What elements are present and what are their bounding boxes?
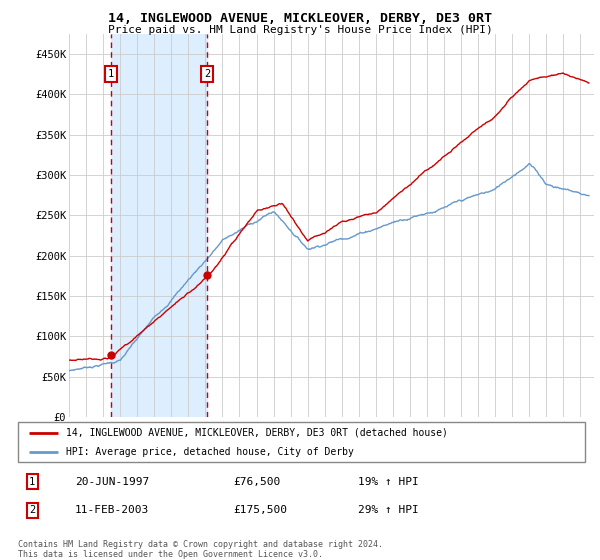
Bar [111,34,208,417]
Text: 2: 2 [29,505,35,515]
Text: Price paid vs. HM Land Registry's House Price Index (HPI): Price paid vs. HM Land Registry's House … [107,25,493,35]
Text: 14, INGLEWOOD AVENUE, MICKLEOVER, DERBY, DE3 0RT (detached house): 14, INGLEWOOD AVENUE, MICKLEOVER, DERBY,… [66,428,448,438]
Text: Contains HM Land Registry data © Crown copyright and database right 2024.
This d: Contains HM Land Registry data © Crown c… [18,540,383,559]
Text: £76,500: £76,500 [233,477,281,487]
Text: 29% ↑ HPI: 29% ↑ HPI [358,505,419,515]
Text: 14, INGLEWOOD AVENUE, MICKLEOVER, DERBY, DE3 0RT: 14, INGLEWOOD AVENUE, MICKLEOVER, DERBY,… [108,12,492,25]
Text: £175,500: £175,500 [233,505,287,515]
Text: 2: 2 [204,69,211,79]
FancyBboxPatch shape [18,422,585,462]
Text: HPI: Average price, detached house, City of Derby: HPI: Average price, detached house, City… [66,447,354,457]
Text: 1: 1 [29,477,35,487]
Text: 20-JUN-1997: 20-JUN-1997 [75,477,149,487]
Text: 19% ↑ HPI: 19% ↑ HPI [358,477,419,487]
Text: 1: 1 [108,69,114,79]
Text: 11-FEB-2003: 11-FEB-2003 [75,505,149,515]
